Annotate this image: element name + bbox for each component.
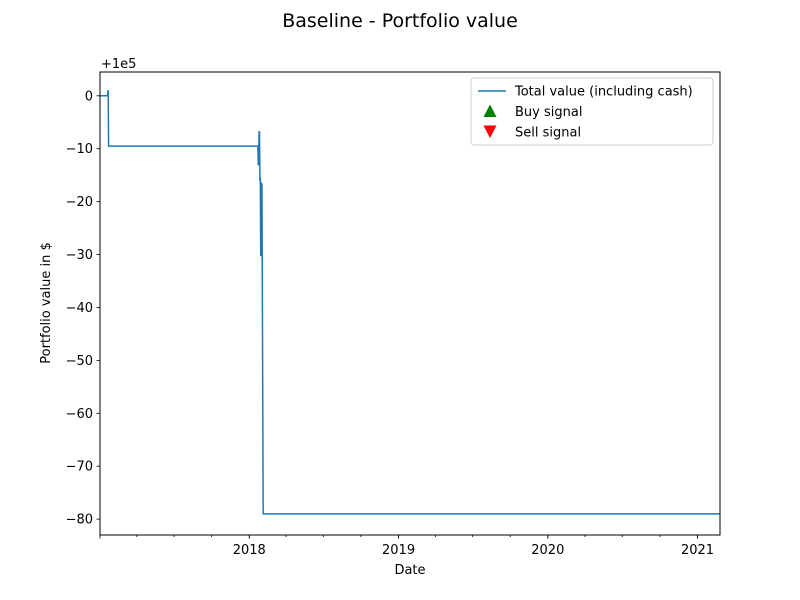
y-tick-label: −20 xyxy=(66,195,93,210)
y-tick-label: −50 xyxy=(66,354,93,369)
y-tick-label: −40 xyxy=(66,301,93,316)
x-tick-label: 2020 xyxy=(531,543,564,558)
y-tick-label: −70 xyxy=(66,460,93,475)
y-tick-label: −60 xyxy=(66,407,93,422)
legend-box xyxy=(470,77,714,146)
series-line-0 xyxy=(100,89,720,515)
y-axis-label: Portfolio value in $ xyxy=(39,242,54,364)
x-tick-label: 2021 xyxy=(681,543,714,558)
legend-label-buy: Buy signal xyxy=(515,105,582,120)
axes-frame xyxy=(99,71,721,536)
sell-signal-icon xyxy=(483,125,497,138)
x-tick-label: 2018 xyxy=(233,543,266,558)
y-tick-label: −80 xyxy=(66,513,93,528)
y-tick-label: −30 xyxy=(66,248,93,263)
plot-area xyxy=(99,71,721,536)
x-axis-label: Date xyxy=(394,563,425,578)
series-layer xyxy=(100,89,720,515)
legend-label-sell: Sell signal xyxy=(515,126,581,141)
y-tick-label: −10 xyxy=(66,142,93,157)
x-axis-ticks: 2018 2019 2020 2021 xyxy=(99,535,714,558)
y-tick-label: 0 xyxy=(85,89,93,104)
legend: Total value (including cash) Buy signal … xyxy=(470,77,714,146)
buy-signal-icon xyxy=(483,104,497,117)
chart-title: Baseline - Portfolio value xyxy=(282,10,518,32)
y-axis-ticks: 0 −10 −20 −30 −40 −50 −60 −70 −80 xyxy=(66,89,100,528)
y-offset-text: +1e5 xyxy=(101,57,136,72)
legend-label-total: Total value (including cash) xyxy=(514,85,693,100)
x-tick-label: 2019 xyxy=(382,543,415,558)
